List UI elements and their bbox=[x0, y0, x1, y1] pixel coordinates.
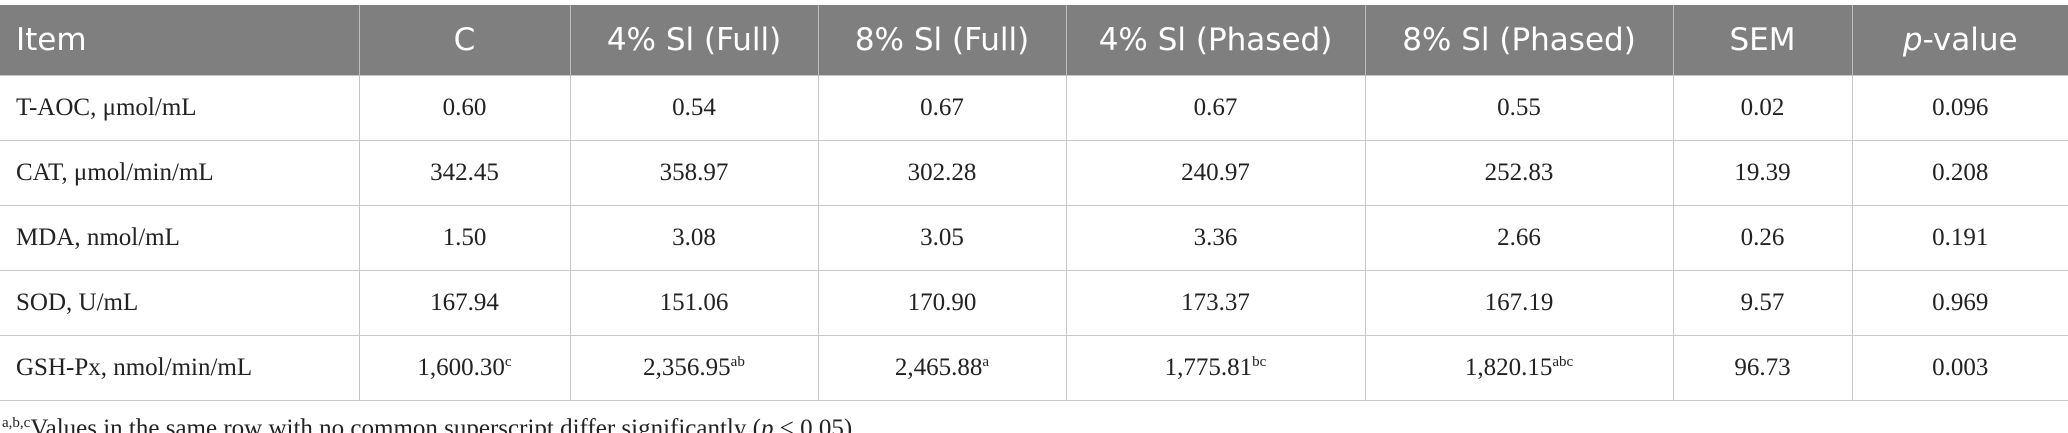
cell-text: 2,465.88 bbox=[894, 354, 983, 381]
table-cell: 173.37 bbox=[1065, 270, 1366, 336]
footnote-sup: a,b,c bbox=[2, 415, 31, 431]
header-cell: C bbox=[358, 5, 570, 76]
table-cell: 1,775.81bc bbox=[1065, 335, 1366, 401]
header-cell: SEM bbox=[1672, 5, 1852, 76]
cell-text: 2,356.95 bbox=[643, 354, 731, 381]
footnote: a,b,cValues in the same row with no comm… bbox=[2, 415, 2068, 433]
table-cell: 0.26 bbox=[1672, 205, 1853, 271]
cell-text: -value bbox=[1922, 22, 2018, 58]
table-cell: 3.05 bbox=[817, 205, 1067, 271]
table-cell: 96.73 bbox=[1672, 335, 1853, 401]
header-cell: p-value bbox=[1851, 5, 2068, 76]
table-cell: 170.90 bbox=[817, 270, 1067, 336]
table-cell: 0.003 bbox=[1851, 335, 2068, 401]
table-cell: 2,465.88a bbox=[817, 335, 1067, 401]
table-cell: 0.60 bbox=[358, 75, 571, 141]
table-cell: MDA, nmol/mL bbox=[0, 205, 360, 271]
table-cell: 252.83 bbox=[1364, 140, 1674, 206]
table-cell: 167.94 bbox=[358, 270, 571, 336]
table-cell: 1.50 bbox=[358, 205, 571, 271]
data-table: Item C 4% Sl (Full) 8% Sl (Full) 4% Sl (Phas… bbox=[0, 5, 2068, 401]
table-cell: 0.096 bbox=[1851, 75, 2068, 141]
superscript: c bbox=[504, 354, 512, 370]
table-cell: 0.208 bbox=[1851, 140, 2068, 206]
table-row: CAT, μmol/min/mL 342.45 358.97 302.28 240.97… bbox=[0, 140, 2068, 206]
table-row: GSH-Px, nmol/min/mL 1,600.30c 2,356.95ab 2,… bbox=[0, 335, 2068, 401]
table-cell: 9.57 bbox=[1672, 270, 1853, 336]
footnote-end: < 0.05). bbox=[773, 415, 859, 433]
table-cell: 0.969 bbox=[1851, 270, 2068, 336]
table-cell: 0.55 bbox=[1364, 75, 1674, 141]
header-cell: 4% Sl (Full) bbox=[569, 5, 818, 76]
table-row: MDA, nmol/mL 1.50 3.08 3.05 3.36 2.66 0.26 0.19… bbox=[0, 205, 2068, 271]
table-cell: 302.28 bbox=[817, 140, 1067, 206]
footnote-text: Values in the same row with no common su… bbox=[30, 415, 761, 433]
table-cell: 358.97 bbox=[569, 140, 819, 206]
superscript: ab bbox=[730, 354, 745, 370]
table-cell: 2.66 bbox=[1364, 205, 1674, 271]
table-cell: 1,600.30c bbox=[358, 335, 571, 401]
table-row: T-AOC, μmol/mL 0.60 0.54 0.67 0.67 0.55 0.02 0.… bbox=[0, 75, 2068, 141]
superscript: bc bbox=[1252, 354, 1267, 370]
table-cell: 0.191 bbox=[1851, 205, 2068, 271]
table-cell: 0.67 bbox=[817, 75, 1067, 141]
table-cell: SOD, U/mL bbox=[0, 270, 360, 336]
superscript: a bbox=[982, 354, 990, 370]
italic-text: p bbox=[1902, 22, 1923, 58]
table-cell: T-AOC, μmol/mL bbox=[0, 75, 360, 141]
table-cell: 167.19 bbox=[1364, 270, 1674, 336]
cell-text: 1,820.15 bbox=[1464, 354, 1553, 381]
table-cell: 240.97 bbox=[1065, 140, 1366, 206]
table-cell: CAT, μmol/min/mL bbox=[0, 140, 360, 206]
header-row: Item C 4% Sl (Full) 8% Sl (Full) 4% Sl (Phas… bbox=[0, 5, 2068, 76]
table-cell: 151.06 bbox=[569, 270, 819, 336]
table-cell: 342.45 bbox=[358, 140, 571, 206]
table-cell: 0.54 bbox=[569, 75, 819, 141]
table-cell: 0.02 bbox=[1672, 75, 1853, 141]
table-cell: 19.39 bbox=[1672, 140, 1853, 206]
table-cell: 1,820.15abc bbox=[1364, 335, 1674, 401]
footnote-italic: p bbox=[760, 415, 774, 433]
table-cell: 2,356.95ab bbox=[569, 335, 819, 401]
table-cell: 3.36 bbox=[1065, 205, 1366, 271]
cell-text: 1,775.81 bbox=[1164, 354, 1253, 381]
header-cell: 8% Sl (Phased) bbox=[1364, 5, 1673, 76]
table-row: SOD, U/mL 167.94 151.06 170.90 173.37 167.19 9… bbox=[0, 270, 2068, 336]
superscript: abc bbox=[1552, 354, 1574, 370]
cell-text: 1,600.30 bbox=[417, 354, 505, 381]
header-cell: Item bbox=[0, 5, 359, 76]
table-cell: GSH-Px, nmol/min/mL bbox=[0, 335, 360, 401]
header-cell: 8% Sl (Full) bbox=[817, 5, 1066, 76]
table-cell: 0.67 bbox=[1065, 75, 1366, 141]
table-body: T-AOC, μmol/mL 0.60 0.54 0.67 0.67 0.55 0.02 0.… bbox=[0, 75, 2068, 401]
page: Item C 4% Sl (Full) 8% Sl (Full) 4% Sl (Phas… bbox=[0, 5, 2068, 433]
header-cell: 4% Sl (Phased) bbox=[1065, 5, 1365, 76]
table-cell: 3.08 bbox=[569, 205, 819, 271]
